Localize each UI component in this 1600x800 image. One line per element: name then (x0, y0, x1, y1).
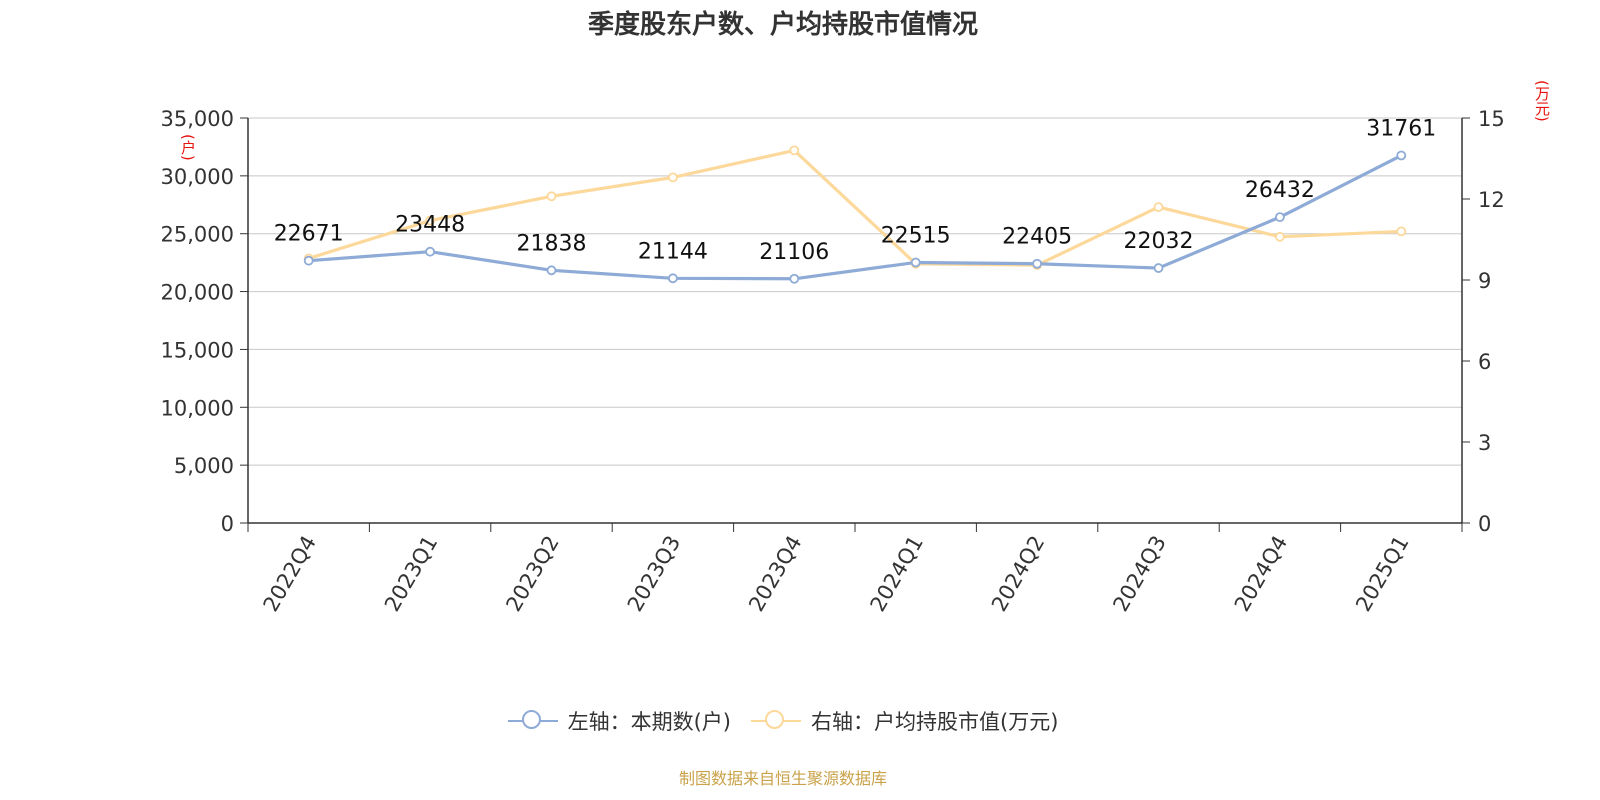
x-tick-label: 2023Q4 (744, 532, 806, 616)
x-tick-label: 2022Q4 (259, 532, 321, 616)
y-right-tick-label: 9 (1478, 269, 1491, 293)
y-right-tick-label: 12 (1478, 188, 1505, 212)
legend-left-marker-icon (507, 708, 558, 734)
x-tick-label: 2024Q2 (987, 532, 1049, 616)
y-left-tick-label: 15,000 (161, 338, 234, 362)
data-label: 21106 (759, 240, 829, 265)
series-point-left (1396, 150, 1407, 161)
y-right-tick-label: 15 (1478, 107, 1505, 131)
series-line-right (308, 148, 1402, 267)
data-label: 21144 (638, 239, 708, 264)
series-point-right (1275, 231, 1285, 242)
y-right-tick-label: 3 (1478, 431, 1491, 455)
x-tick-label: 2024Q1 (866, 532, 928, 616)
series-point-left (425, 246, 436, 257)
series (303, 145, 1407, 284)
series-point-right (425, 215, 436, 226)
series-point-left (1275, 212, 1285, 223)
left-axis-unit: (户) (179, 134, 197, 161)
x-tick-label: 2024Q3 (1108, 532, 1170, 616)
data-label: 22032 (1124, 229, 1194, 254)
series-point-left (303, 255, 314, 266)
series-point-left (1032, 258, 1042, 269)
series-point-left (1153, 263, 1164, 273)
x-tick-label: 2025Q1 (1351, 532, 1413, 616)
series-point-left (668, 273, 678, 284)
legend: 左轴：本期数(户) 右轴：户均持股市值(万元) (0, 706, 1566, 736)
series-point-right (546, 191, 557, 202)
y-left-tick-label: 20,000 (161, 281, 234, 305)
series-point-right (668, 172, 678, 183)
y-right-tick-label: 6 (1478, 350, 1491, 374)
data-label: 23448 (395, 213, 465, 238)
series-point-left (789, 273, 800, 284)
grid-lines (248, 117, 1462, 466)
series-point-left (910, 257, 921, 268)
series-point-right (1153, 202, 1164, 213)
x-tick-label: 2024Q4 (1230, 532, 1292, 616)
data-labels: 22671 23448 21838 21144 21106 22515 22405 22032… (274, 116, 1437, 264)
y-left-tick-label: 5,000 (174, 454, 234, 478)
series-point-left (546, 265, 557, 276)
y-left-tick-label: 30,000 (161, 165, 234, 189)
data-label: 26432 (1245, 178, 1315, 203)
data-label: 22671 (274, 222, 344, 247)
data-label: 22515 (881, 223, 951, 248)
y-left-tick-label: 35,000 (161, 107, 234, 131)
x-tick-label: 2023Q3 (623, 532, 685, 616)
x-tick-label: 2023Q1 (380, 532, 442, 616)
x-tick-label: 2023Q2 (501, 532, 563, 616)
data-label: 21838 (517, 231, 587, 256)
chart-title: 季度股东户数、户均持股市值情况 (587, 10, 978, 40)
y-left-tick-label: 25,000 (161, 223, 234, 247)
y-right-tick-label: 0 (1478, 512, 1491, 536)
legend-item-right-series[interactable]: 右轴：户均持股市值(万元) (751, 706, 1058, 736)
series-point-right (1396, 226, 1407, 237)
data-label: 22405 (1002, 225, 1072, 250)
y-left-tick-label: 10,000 (161, 396, 234, 420)
legend-item-left-series[interactable]: 左轴：本期数(户) (507, 706, 731, 736)
legend-left-label: 左轴：本期数(户) (567, 710, 731, 734)
legend-right-label: 右轴：户均持股市值(万元) (811, 710, 1059, 734)
series-point-right (789, 145, 800, 156)
legend-right-marker-icon (751, 708, 801, 734)
data-label: 31761 (1366, 116, 1436, 141)
y-left-tick-label: 0 (221, 512, 234, 536)
right-axis-unit: (万元) (1533, 80, 1551, 122)
data-source-note: 制图数据来自恒生聚源数据库 (678, 769, 887, 788)
series-line-left (308, 154, 1403, 281)
